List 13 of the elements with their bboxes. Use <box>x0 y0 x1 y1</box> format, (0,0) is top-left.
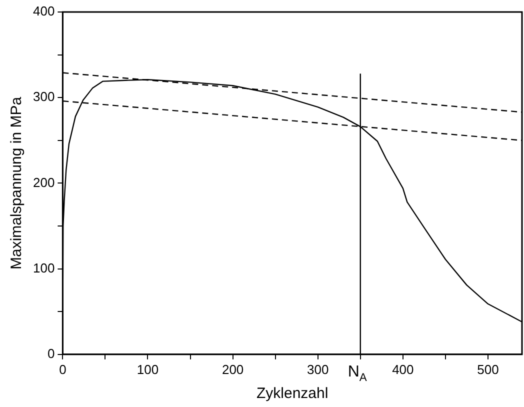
x-axis-title: Zyklenzahl <box>256 385 328 402</box>
x-tick-label: 100 <box>136 362 159 377</box>
y-tick-label: 300 <box>32 89 55 104</box>
x-tick-label: 200 <box>222 362 244 377</box>
x-tick-label: 0 <box>59 362 66 377</box>
x-tick-label: 500 <box>477 362 499 377</box>
x-tick-label: 400 <box>392 362 414 377</box>
y-tick-label: 100 <box>32 260 55 276</box>
y-tick-label: 400 <box>32 4 55 19</box>
y-tick-label: 0 <box>47 346 55 361</box>
y-tick-label: 200 <box>32 174 55 190</box>
x-tick-label: 300 <box>307 362 329 377</box>
y-axis-title: Maximalspannung in MPa <box>8 96 26 270</box>
